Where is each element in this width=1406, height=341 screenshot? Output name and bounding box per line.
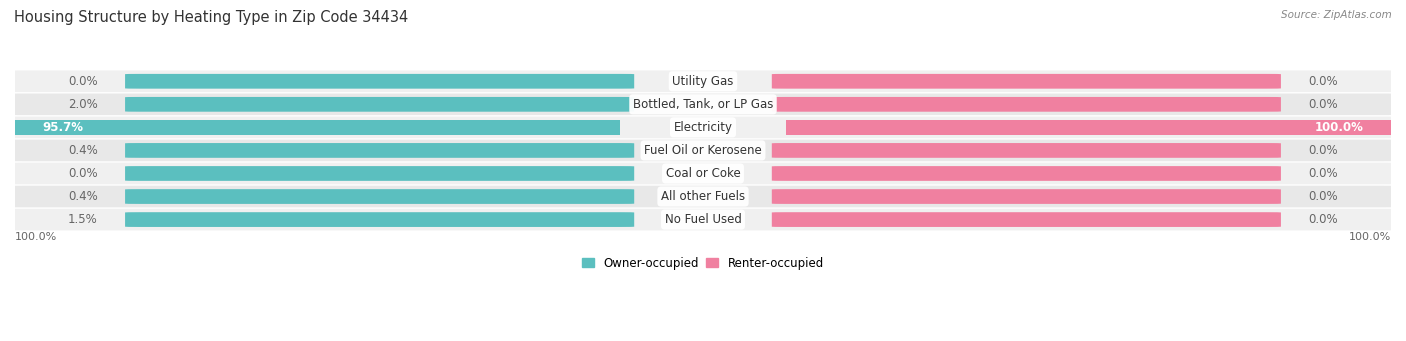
Text: 0.0%: 0.0% bbox=[1309, 75, 1339, 88]
FancyBboxPatch shape bbox=[125, 143, 634, 158]
FancyBboxPatch shape bbox=[0, 209, 1406, 231]
FancyBboxPatch shape bbox=[772, 143, 1281, 158]
Text: 100.0%: 100.0% bbox=[1315, 121, 1364, 134]
Text: Source: ZipAtlas.com: Source: ZipAtlas.com bbox=[1281, 10, 1392, 20]
Text: 0.0%: 0.0% bbox=[1309, 213, 1339, 226]
FancyBboxPatch shape bbox=[0, 186, 1406, 207]
FancyBboxPatch shape bbox=[125, 74, 634, 89]
Text: 0.0%: 0.0% bbox=[1309, 144, 1339, 157]
FancyBboxPatch shape bbox=[125, 97, 634, 112]
Text: 100.0%: 100.0% bbox=[15, 232, 58, 242]
FancyBboxPatch shape bbox=[125, 166, 634, 181]
FancyBboxPatch shape bbox=[772, 97, 1281, 112]
Text: Utility Gas: Utility Gas bbox=[672, 75, 734, 88]
Text: 2.0%: 2.0% bbox=[67, 98, 97, 111]
FancyBboxPatch shape bbox=[772, 212, 1281, 227]
FancyBboxPatch shape bbox=[0, 139, 1406, 161]
Text: Housing Structure by Heating Type in Zip Code 34434: Housing Structure by Heating Type in Zip… bbox=[14, 10, 408, 25]
Text: Electricity: Electricity bbox=[673, 121, 733, 134]
FancyBboxPatch shape bbox=[0, 163, 1406, 184]
Text: 0.0%: 0.0% bbox=[67, 75, 97, 88]
Text: No Fuel Used: No Fuel Used bbox=[665, 213, 741, 226]
Text: 0.4%: 0.4% bbox=[67, 190, 97, 203]
FancyBboxPatch shape bbox=[772, 74, 1281, 89]
FancyBboxPatch shape bbox=[0, 71, 1406, 92]
Legend: Owner-occupied, Renter-occupied: Owner-occupied, Renter-occupied bbox=[578, 252, 828, 274]
FancyBboxPatch shape bbox=[0, 117, 1406, 138]
Text: All other Fuels: All other Fuels bbox=[661, 190, 745, 203]
FancyBboxPatch shape bbox=[772, 166, 1281, 181]
Text: Fuel Oil or Kerosene: Fuel Oil or Kerosene bbox=[644, 144, 762, 157]
FancyBboxPatch shape bbox=[125, 212, 634, 227]
Text: 100.0%: 100.0% bbox=[1348, 232, 1391, 242]
Text: Bottled, Tank, or LP Gas: Bottled, Tank, or LP Gas bbox=[633, 98, 773, 111]
Text: 0.0%: 0.0% bbox=[1309, 167, 1339, 180]
FancyBboxPatch shape bbox=[0, 93, 1406, 115]
FancyBboxPatch shape bbox=[786, 120, 1391, 134]
Text: 95.7%: 95.7% bbox=[42, 121, 83, 134]
FancyBboxPatch shape bbox=[15, 120, 620, 134]
FancyBboxPatch shape bbox=[125, 189, 634, 204]
Text: Coal or Coke: Coal or Coke bbox=[665, 167, 741, 180]
Text: 0.0%: 0.0% bbox=[67, 167, 97, 180]
Text: 0.0%: 0.0% bbox=[1309, 190, 1339, 203]
Text: 1.5%: 1.5% bbox=[67, 213, 97, 226]
FancyBboxPatch shape bbox=[772, 189, 1281, 204]
Text: 0.4%: 0.4% bbox=[67, 144, 97, 157]
Text: 0.0%: 0.0% bbox=[1309, 98, 1339, 111]
